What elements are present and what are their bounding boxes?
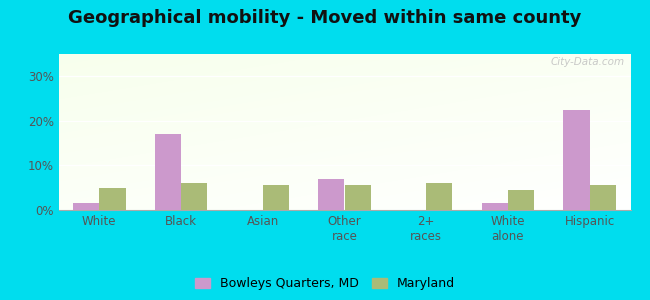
Bar <box>344 185 370 210</box>
Bar <box>482 203 508 210</box>
Bar <box>426 183 452 210</box>
Bar <box>155 134 181 210</box>
Bar <box>181 183 207 210</box>
Text: City-Data.com: City-Data.com <box>551 57 625 67</box>
Bar <box>73 203 99 210</box>
Bar <box>99 188 125 210</box>
Bar <box>564 110 590 210</box>
Text: Geographical mobility - Moved within same county: Geographical mobility - Moved within sam… <box>68 9 582 27</box>
Legend: Bowleys Quarters, MD, Maryland: Bowleys Quarters, MD, Maryland <box>192 273 458 294</box>
Bar <box>508 190 534 210</box>
Bar <box>318 179 344 210</box>
Bar <box>590 185 616 210</box>
Bar <box>263 185 289 210</box>
